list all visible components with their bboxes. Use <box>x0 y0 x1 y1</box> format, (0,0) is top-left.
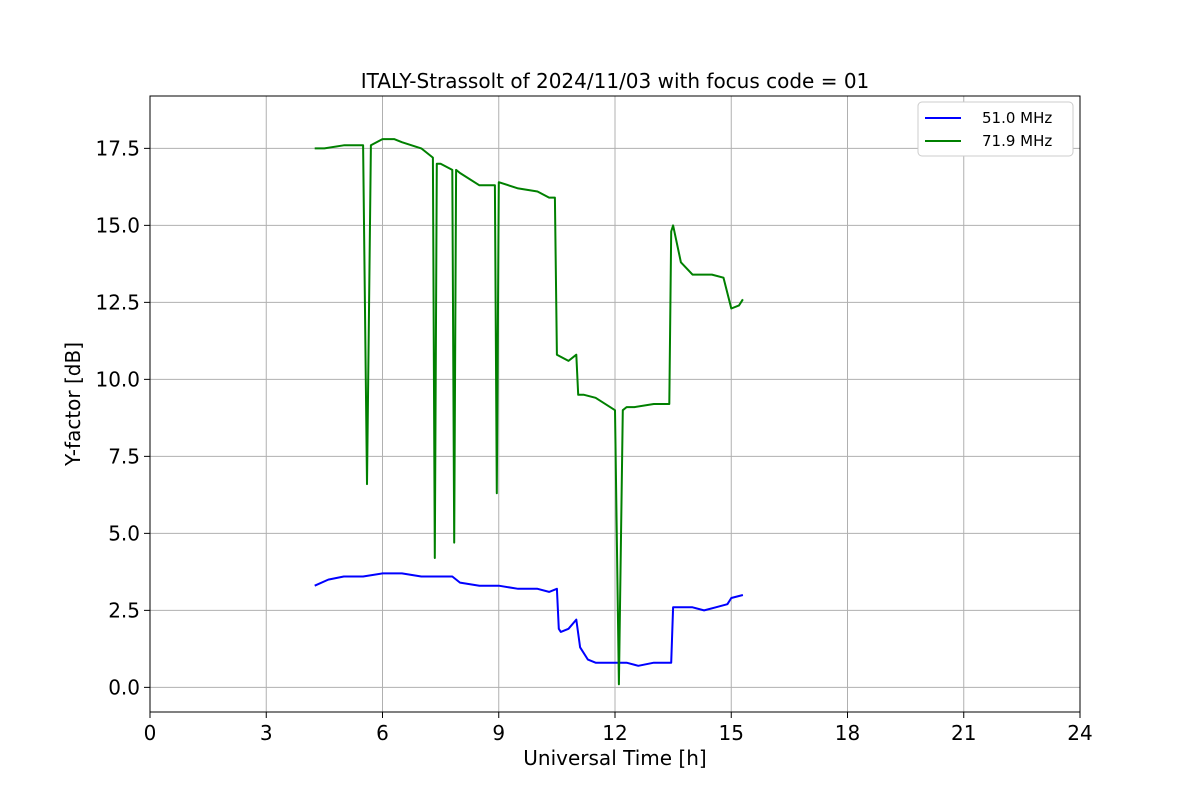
x-tick-label: 0 <box>144 721 157 745</box>
x-tick-label: 24 <box>1067 721 1092 745</box>
x-tick-label: 9 <box>492 721 505 745</box>
series-layer <box>314 138 744 686</box>
y-tick-label: 0.0 <box>108 675 140 699</box>
legend: 51.0 MHz 71.9 MHz <box>917 101 1074 157</box>
x-tick-label: 21 <box>951 721 976 745</box>
series-line-0 <box>314 572 744 667</box>
x-tick-label: 3 <box>260 721 273 745</box>
legend-box <box>917 101 1074 157</box>
x-axis-label: Universal Time [h] <box>523 746 706 770</box>
y-tick-label: 10.0 <box>95 367 140 391</box>
x-tick-label: 15 <box>719 721 744 745</box>
y-tick-label: 15.0 <box>95 213 140 237</box>
y-tick-label: 17.5 <box>95 136 140 160</box>
chart-title: ITALY-Strassolt of 2024/11/03 with focus… <box>361 69 870 93</box>
x-tick-label: 18 <box>835 721 860 745</box>
y-axis-label: Y-factor [dB] <box>61 342 85 467</box>
y-tick-label: 2.5 <box>108 598 140 622</box>
y-tick-label: 7.5 <box>108 444 140 468</box>
x-tick-label: 12 <box>602 721 627 745</box>
series-line-1 <box>314 138 744 686</box>
legend-label-51mhz: 51.0 MHz <box>982 109 1052 127</box>
legend-label-71-9mhz: 71.9 MHz <box>982 132 1052 150</box>
ticks: 0 3 6 9 12 15 18 21 24 0.0 2.5 5.0 7.5 10.0 12.5 15.0 17… <box>95 136 1092 745</box>
y-tick-label: 12.5 <box>95 290 140 314</box>
x-tick-label: 6 <box>376 721 389 745</box>
y-tick-label: 5.0 <box>108 521 140 545</box>
